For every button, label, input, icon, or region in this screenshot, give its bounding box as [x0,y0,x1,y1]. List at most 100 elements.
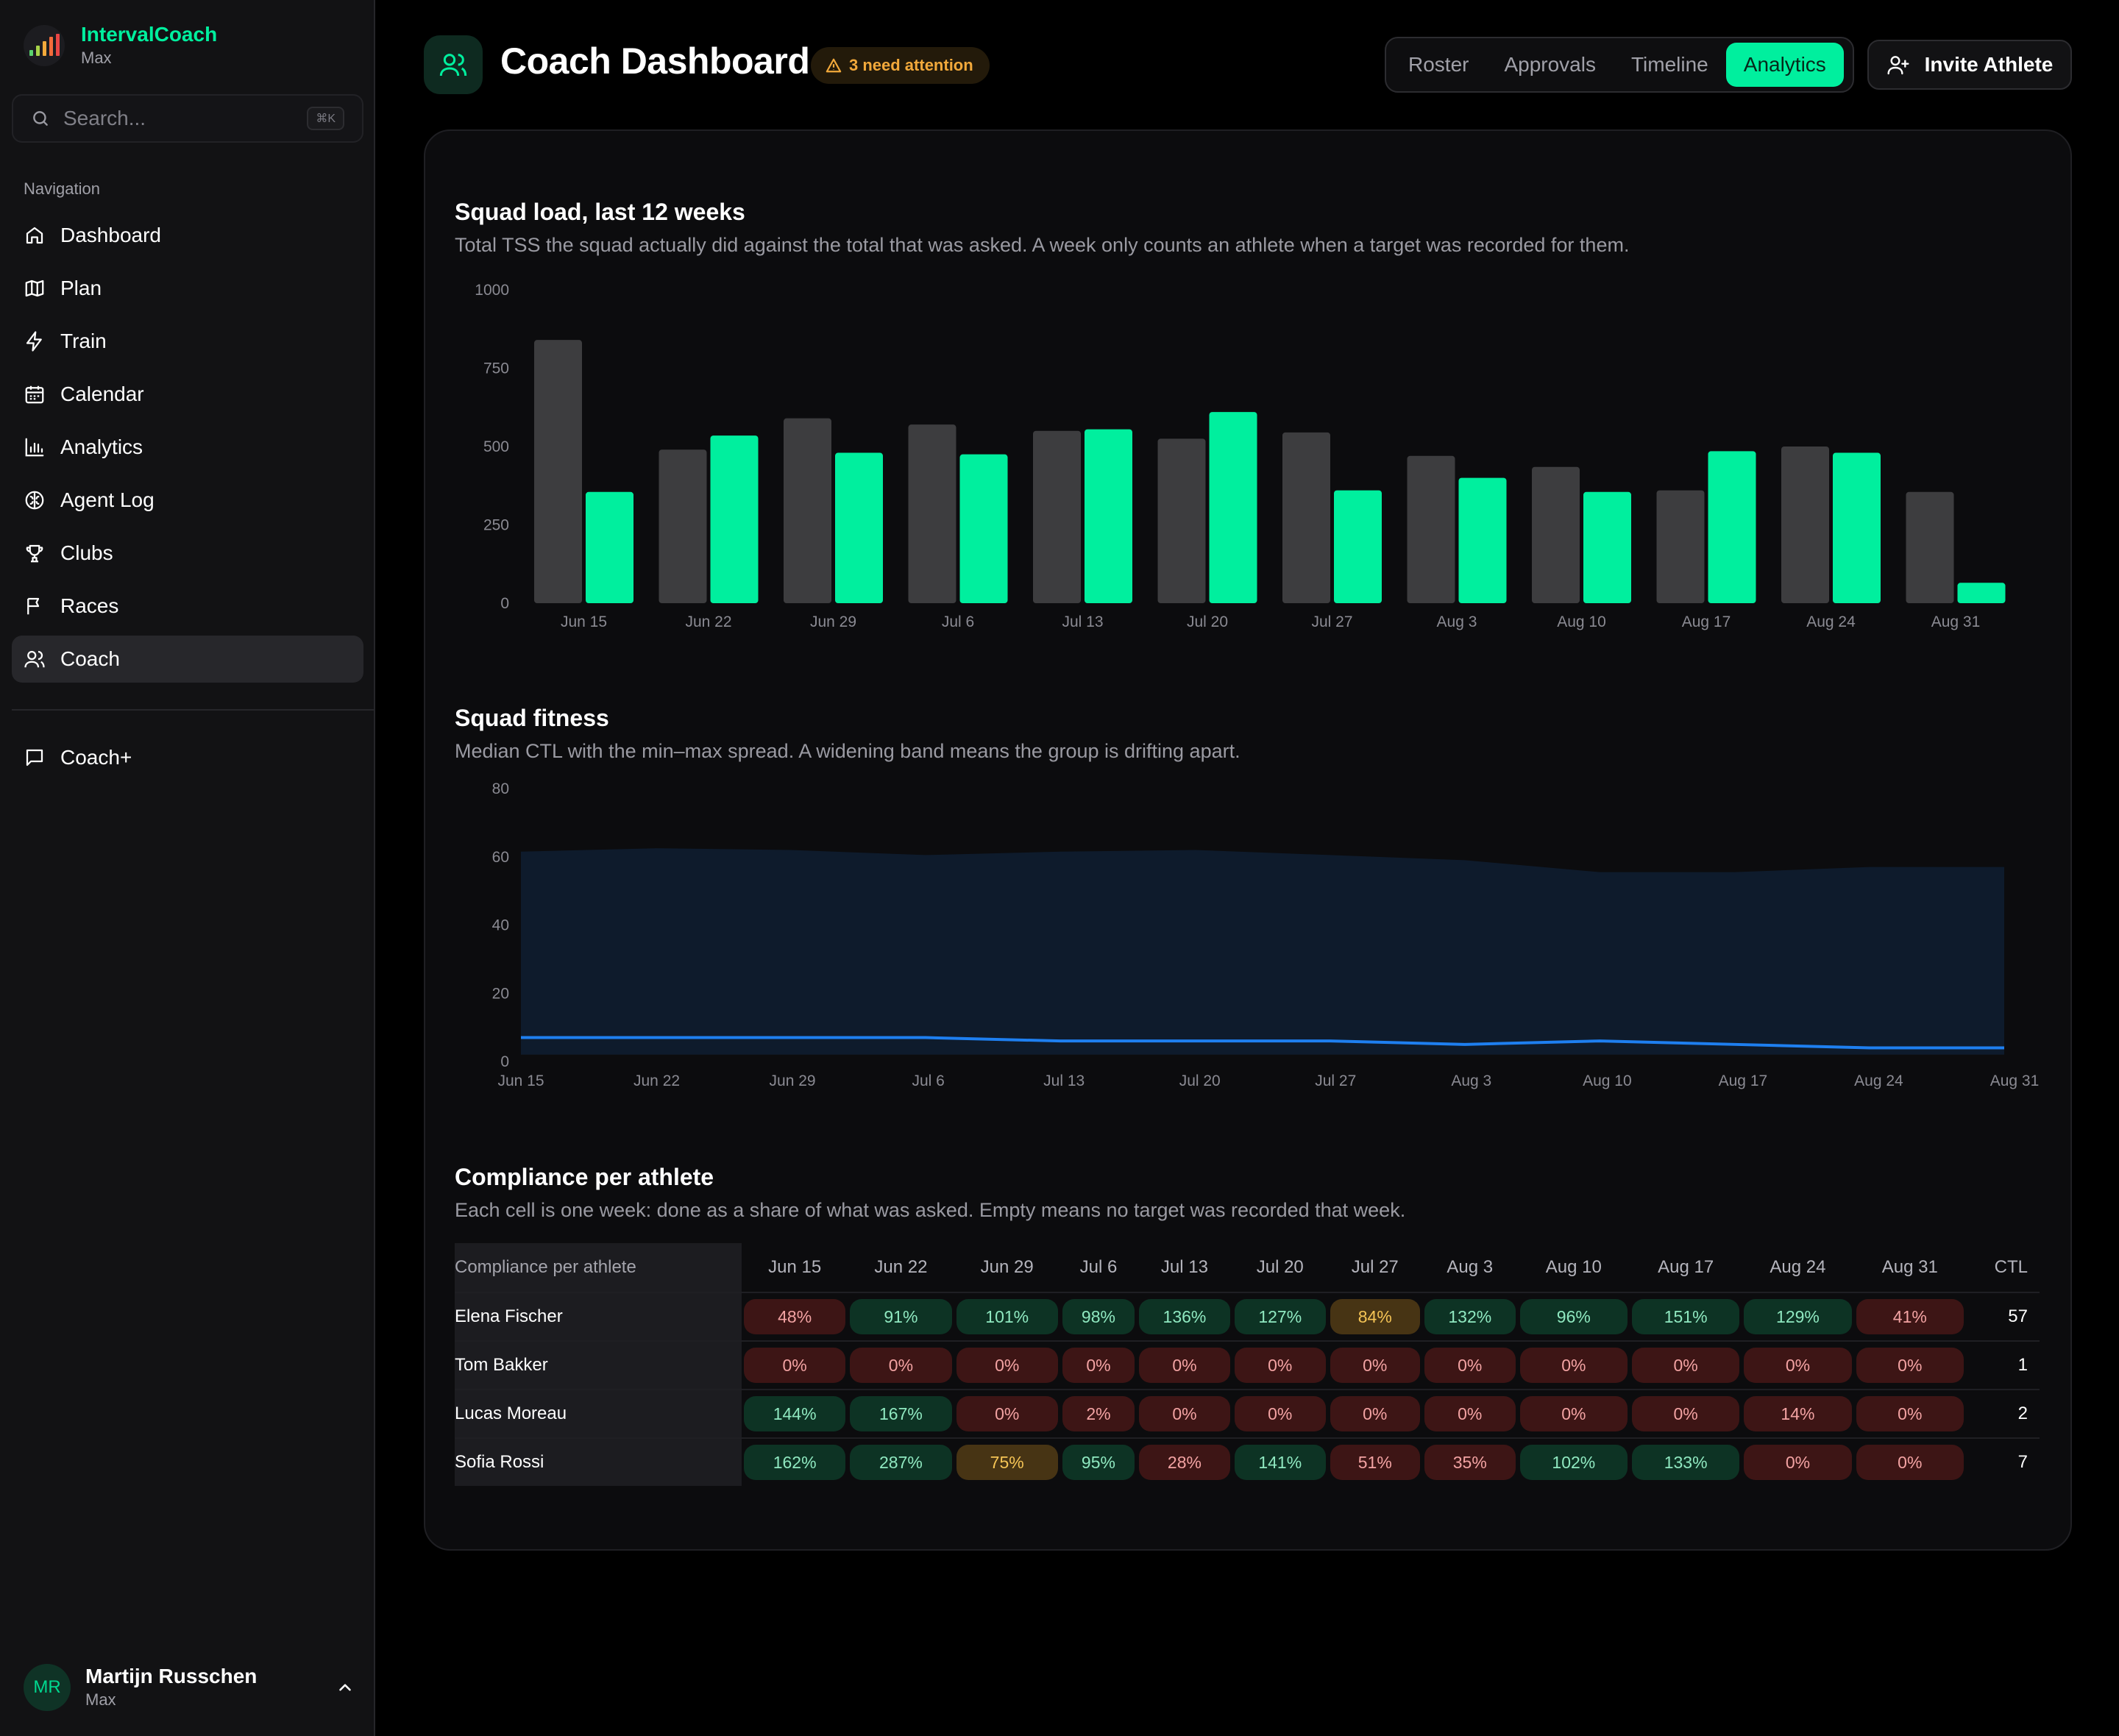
sidebar-item-coach-plus[interactable]: Coach+ [12,734,363,781]
compliance-cell: 2% [1060,1389,1137,1437]
compliance-cell: 101% [954,1292,1060,1340]
search-input[interactable]: Search... ⌘K [12,94,363,143]
compliance-pill: 84% [1330,1299,1420,1334]
compliance-pill: 0% [1424,1396,1516,1431]
trophy-icon [26,544,43,563]
compliance-pill: 75% [956,1445,1058,1480]
compliance-cell: 0% [954,1389,1060,1437]
compliance-cell: 91% [848,1292,954,1340]
sidebar-item-plan[interactable]: Plan [12,265,363,312]
message-icon [26,749,43,766]
tab-timeline[interactable]: Timeline [1630,53,1708,76]
sidebar-item-dashboard[interactable]: Dashboard [12,212,363,259]
sidebar-item-label: Agent Log [60,488,155,511]
compliance-cell: 0% [1137,1389,1232,1437]
compliance-pill: 129% [1744,1299,1852,1334]
week-header: Aug 24 [1770,1257,1826,1277]
compliance-pill: 0% [1234,1396,1326,1431]
view-tabs: Roster Approvals Timeline Analytics [1385,37,1854,93]
athlete-name[interactable]: Lucas Moreau [455,1389,742,1437]
compliance-cell: 0% [1421,1389,1518,1437]
invite-athlete-button[interactable]: Invite Athlete [1867,40,2072,90]
sidebar-item-coach[interactable]: Coach [12,636,363,683]
compliance-pill: 48% [744,1299,846,1334]
calendar-icon [25,385,44,404]
compliance-pill: 0% [1856,1348,1964,1383]
sidebar-item-agent-log[interactable]: Agent Log [12,477,363,524]
sidebar-divider [12,709,375,711]
sidebar-item-label: Coach [60,647,120,670]
brand-name: IntervalCoach [81,23,218,46]
athlete-name[interactable]: Elena Fischer [455,1292,742,1340]
compliance-pill: 144% [744,1396,846,1431]
week-header: Jun 22 [874,1257,928,1277]
sidebar-item-analytics[interactable]: Analytics [12,424,363,471]
compliance-cell: 136% [1137,1292,1232,1340]
table-row[interactable]: Sofia Rossi 162% 287% 75% 95% 28% 141% 51% 35% 10… [455,1437,2040,1486]
compliance-cell: 0% [1137,1340,1232,1389]
week-header: Jul 13 [1160,1257,1208,1277]
ctl-value: 7 [1966,1437,2040,1486]
compliance-cell: 0% [1629,1389,1742,1437]
compliance-pill: 0% [1330,1396,1420,1431]
week-header: Jul 27 [1351,1257,1399,1277]
athlete-name[interactable]: Tom Bakker [455,1340,742,1389]
user-menu[interactable]: MR Martijn Russchen Max [24,1664,355,1711]
compliance-cell: 102% [1517,1437,1630,1486]
compliance-pill: 0% [1856,1445,1964,1480]
sidebar-item-races[interactable]: Races [12,583,363,630]
compliance-pill: 0% [1856,1396,1964,1431]
compliance-cell: 41% [1853,1292,1966,1340]
compliance-cell: 127% [1232,1292,1328,1340]
fitness-title: Squad fitness [455,705,609,731]
compliance-cell: 129% [1742,1292,1854,1340]
sidebar-item-calendar[interactable]: Calendar [12,371,363,418]
compliance-pill: 41% [1856,1299,1964,1334]
attention-label: 3 need attention [849,56,973,74]
table-row[interactable]: Elena Fischer 48% 91% 101% 98% 136% 127% 84% 132… [455,1292,2040,1340]
compliance-cell: 0% [1853,1340,1966,1389]
sidebar-item-label: Clubs [60,541,113,564]
week-header: Jun 15 [768,1257,822,1277]
week-header: Aug 17 [1658,1257,1714,1277]
week-header: Jul 6 [1079,1257,1118,1277]
compliance-table: Compliance per athlete Jun 15 Jun 22 Jun 2… [455,1243,2040,1486]
compliance-pill: 91% [850,1299,952,1334]
compliance-cell: 0% [1742,1437,1854,1486]
compliance-pill: 0% [1744,1445,1852,1480]
compliance-pill: 0% [850,1348,952,1383]
compliance-pill: 0% [1139,1396,1230,1431]
sidebar-item-label: Coach+ [60,746,132,769]
compliance-pill: 167% [850,1396,952,1431]
sidebar-item-clubs[interactable]: Clubs [12,530,363,577]
sidebar-item-label: Dashboard [60,224,161,246]
nav: Dashboard Plan Train Calendar Analytics … [12,212,363,689]
ctl-header: CTL [1994,1257,2028,1277]
compliance-description: Each cell is one week: done as a share o… [455,1199,1406,1221]
table-row[interactable]: Lucas Moreau 144% 167% 0% 2% 0% 0% 0% 0% 0% 0% 14% 0… [455,1389,2040,1437]
compliance-pill: 127% [1234,1299,1326,1334]
page-title: Coach Dashboard [500,40,810,82]
tab-roster[interactable]: Roster [1408,53,1469,76]
tab-approvals[interactable]: Approvals [1504,53,1596,76]
compliance-pill: 2% [1062,1396,1135,1431]
attention-badge[interactable]: 3 need attention [811,47,990,84]
compliance-pill: 51% [1330,1445,1420,1480]
athlete-name[interactable]: Sofia Rossi [455,1437,742,1486]
search-placeholder: Search... [63,107,146,129]
user-sub: Max [85,1690,116,1709]
bar-chart-icon [25,438,44,457]
compliance-cell: 51% [1327,1437,1422,1486]
users-icon [24,650,45,668]
nav-label: Navigation [24,179,100,198]
compliance-pill: 162% [744,1445,846,1480]
sidebar-item-label: Races [60,594,119,617]
tab-analytics[interactable]: Analytics [1725,43,1844,87]
sidebar-item-label: Analytics [60,435,143,458]
brand[interactable]: IntervalCoach Max [24,22,217,69]
ctl-value: 1 [1966,1340,2040,1389]
compliance-cell: 141% [1232,1437,1328,1486]
week-header: Aug 31 [1881,1257,1938,1277]
table-row[interactable]: Tom Bakker 0% 0% 0% 0% 0% 0% 0% 0% 0% 0% 0% 0% 1 [455,1340,2040,1389]
sidebar-item-train[interactable]: Train [12,318,363,365]
